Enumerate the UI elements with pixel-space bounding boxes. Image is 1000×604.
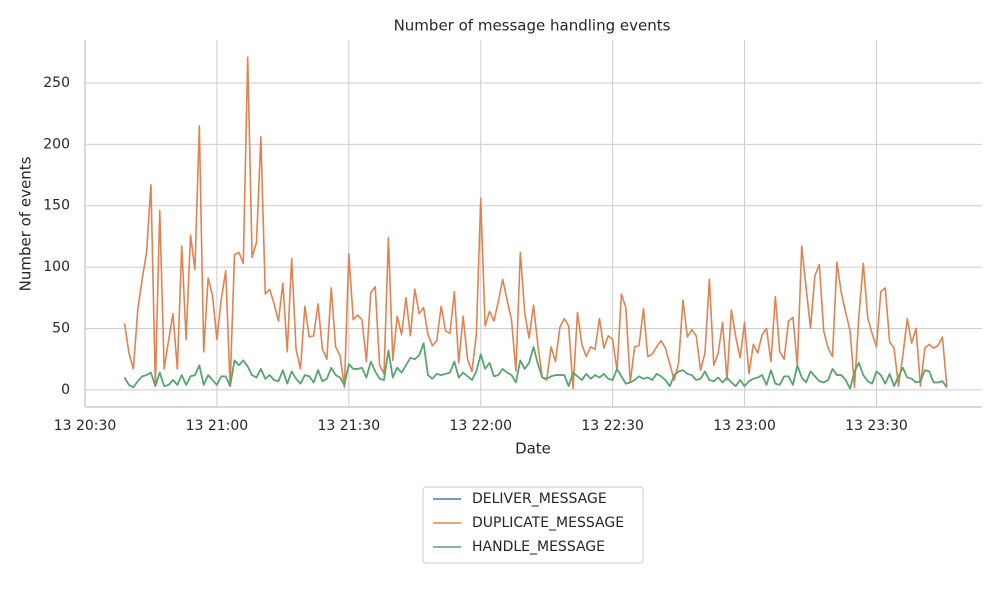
x-axis-label: Date	[515, 440, 551, 458]
y-tick-label: 50	[52, 320, 70, 336]
legend-entries: DELIVER_MESSAGE DUPLICATE_MESSAGE HANDLE_M…	[433, 491, 624, 555]
x-tick-label: 13 21:30	[318, 418, 381, 434]
x-tick-label: 13 23:30	[845, 418, 908, 434]
legend-label: DUPLICATE_MESSAGE	[472, 515, 624, 531]
x-tick-label: 13 21:00	[186, 418, 249, 434]
y-tick-label: 150	[43, 198, 70, 214]
x-tick-label: 13 22:00	[449, 418, 512, 434]
chart-title: Number of message handling events	[394, 17, 671, 35]
series-line	[123, 342, 948, 390]
x-tick-label: 13 23:00	[713, 418, 776, 434]
y-tick-label: 200	[43, 136, 70, 152]
x-tick-label: 13 22:30	[581, 418, 644, 434]
legend-label: DELIVER_MESSAGE	[472, 491, 607, 507]
y-tick-label: 100	[43, 259, 70, 275]
x-tick-label: 13 20:30	[54, 418, 117, 434]
legend-label: HANDLE_MESSAGE	[472, 539, 605, 555]
legend	[422, 486, 644, 564]
series-line	[123, 56, 948, 390]
y-axis-label: Number of events	[17, 156, 35, 291]
grid	[84, 40, 982, 407]
y-tick-label: 0	[61, 382, 70, 398]
y-tick-label: 250	[43, 75, 70, 91]
lines	[123, 56, 948, 390]
